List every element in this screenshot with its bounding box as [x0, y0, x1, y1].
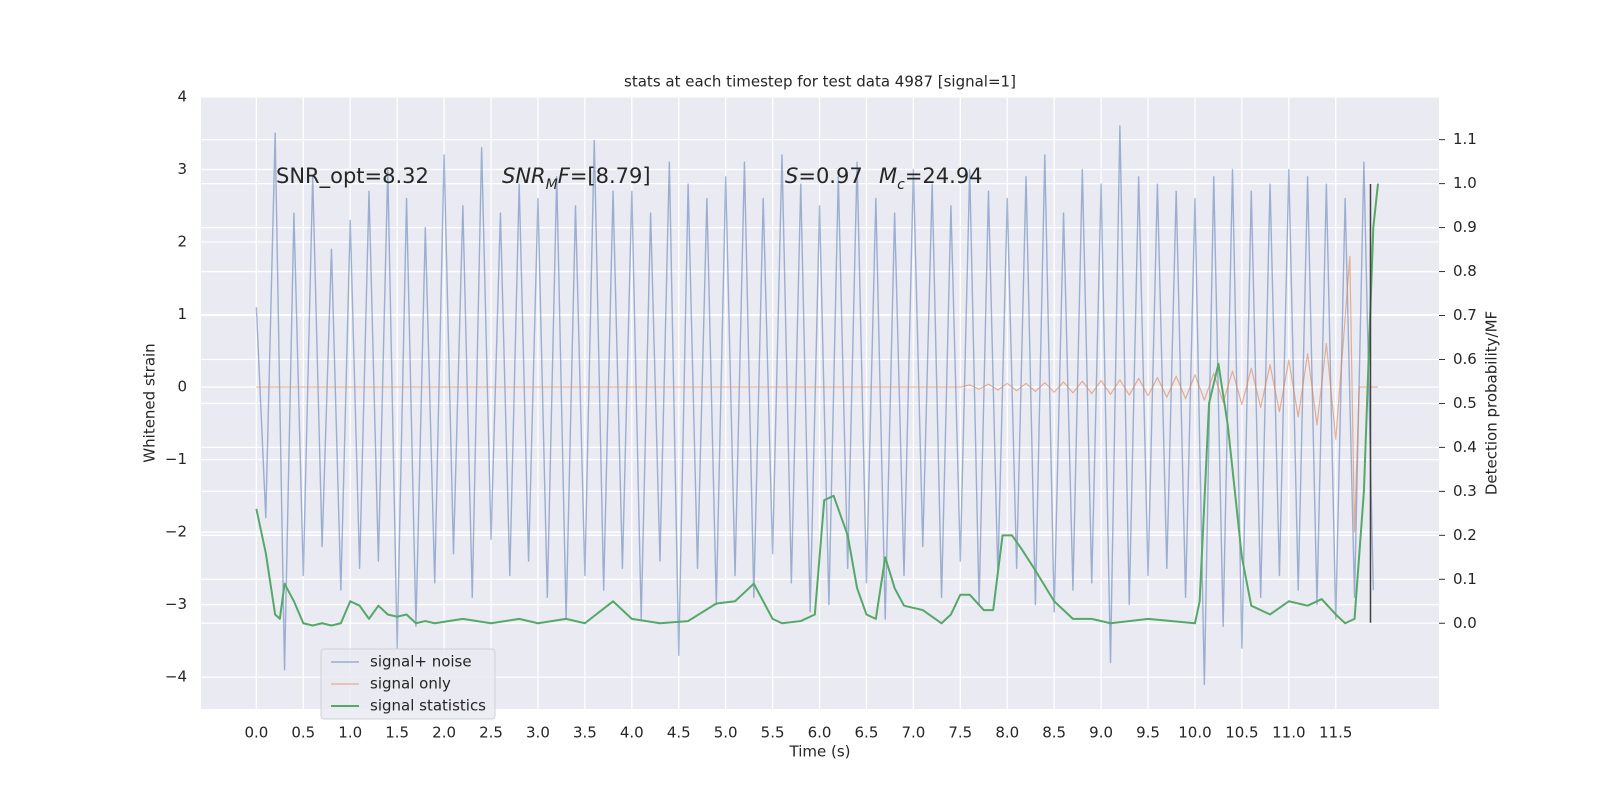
y2-axis-label: Detection probability/MF: [1483, 311, 1501, 495]
y2-tick-label: 0.1: [1453, 570, 1477, 588]
x-tick-label: 7.5: [948, 724, 972, 742]
x-tick-label: 11.0: [1272, 724, 1305, 742]
y-tick-label: 0: [177, 378, 187, 396]
x-tick-label: 6.5: [855, 724, 879, 742]
y-axis-label: Whitened strain: [141, 343, 159, 462]
y2-tick-label: 0.9: [1453, 218, 1477, 236]
x-tick-label: 0.5: [291, 724, 315, 742]
x-axis-label: Time (s): [789, 743, 851, 761]
x-tick-label: 5.0: [714, 724, 738, 742]
annotation-part: S: [785, 164, 798, 188]
y-tick-label: −4: [165, 668, 187, 686]
y-tick-label: 4: [177, 88, 187, 106]
annotation: S=0.97: [785, 164, 863, 188]
x-tick-label: 4.5: [667, 724, 691, 742]
legend-box: [320, 648, 496, 720]
y2-tick-label: 0.8: [1453, 262, 1477, 280]
series-line: [255, 125, 1374, 686]
x-tick-label: 10.0: [1178, 724, 1211, 742]
legend-label: signal+ noise: [370, 653, 472, 671]
series-line: [256, 255, 1378, 533]
x-tick-label: 11.5: [1319, 724, 1352, 742]
chart-title: stats at each timestep for test data 498…: [624, 73, 1016, 91]
x-tick-label: 1.5: [385, 724, 409, 742]
series-line: [255, 183, 1379, 627]
annotation: Mc=24.94: [879, 164, 983, 193]
annotation-part: =24.94: [905, 164, 983, 188]
y2-tick-label: 1.1: [1453, 130, 1477, 148]
annotation-part: M: [879, 164, 897, 188]
x-tick-label: 3.0: [526, 724, 550, 742]
x-tick-label: 5.5: [761, 724, 785, 742]
y2-tick-label: 0.0: [1453, 614, 1477, 632]
y-tick-label: −3: [165, 595, 187, 613]
x-tick-label: 9.0: [1089, 724, 1113, 742]
annotation-part: SNR: [502, 164, 546, 188]
annotation-part: SNR_opt=8.32: [276, 164, 429, 189]
annotation-part: c: [897, 177, 905, 193]
x-tick-label: 2.0: [432, 724, 456, 742]
y-tick-label: 1: [177, 305, 187, 323]
y2-tick-label: 0.4: [1453, 438, 1477, 456]
x-tick-label: 0.0: [244, 724, 268, 742]
y2-tick-label: 0.2: [1453, 526, 1477, 544]
y-tick-label: −2: [165, 523, 187, 541]
annotation-part: M: [546, 177, 558, 193]
y-tick-label: 3: [177, 160, 187, 178]
y2-tick-label: 1.0: [1453, 174, 1477, 192]
legend-label: signal statistics: [370, 697, 486, 715]
x-tick-label: 8.0: [995, 724, 1019, 742]
annotation: SNRMF=[8.79]: [502, 164, 651, 193]
x-tick-label: 3.5: [573, 724, 597, 742]
x-tick-label: 7.0: [901, 724, 925, 742]
y-tick-label: −1: [165, 450, 187, 468]
annotation-part: =0.97: [798, 164, 862, 188]
x-tick-label: 2.5: [479, 724, 503, 742]
y2-tick-label: 0.5: [1453, 394, 1477, 412]
x-tick-label: 10.5: [1225, 724, 1258, 742]
annotation-part: F: [558, 164, 571, 188]
x-tick-label: 1.0: [338, 724, 362, 742]
annotation-part: =[8.79]: [570, 164, 651, 188]
x-tick-label: 8.5: [1042, 724, 1066, 742]
x-tick-label: 9.5: [1136, 724, 1160, 742]
legend-label: signal only: [370, 675, 451, 693]
y-tick-label: 2: [177, 233, 187, 251]
y2-tick-label: 0.3: [1453, 482, 1477, 500]
x-tick-label: 4.0: [620, 724, 644, 742]
annotation: SNR_opt=8.32: [276, 164, 429, 189]
x-tick-label: 6.0: [808, 724, 832, 742]
y2-tick-label: 0.6: [1453, 350, 1477, 368]
y2-tick-label: 0.7: [1453, 306, 1477, 324]
